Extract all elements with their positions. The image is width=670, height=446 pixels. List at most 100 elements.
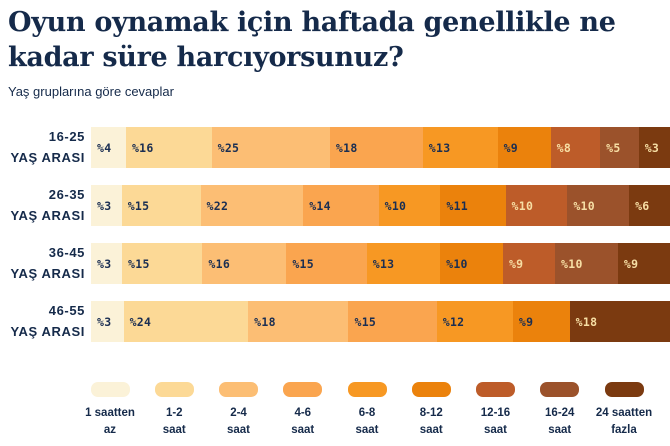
legend-label-line: saat — [291, 424, 315, 437]
bar-segment: %3 — [91, 243, 122, 284]
bar-segment-value: %18 — [254, 314, 276, 329]
row-label-line: YAŞ ARASI — [10, 149, 85, 165]
stacked-bar: %4 %16 %25 %18 %13 %9 %8 %5 %3 — [91, 127, 670, 168]
bar-segment: %9 — [617, 243, 670, 284]
bar-rows: 16-25 YAŞ ARASI %4 %16 %25 %18 %13 %9 %8 %5 %3 26-3… — [0, 127, 670, 359]
bar-segment-value: %18 — [335, 140, 358, 155]
bar-segment-value: %24 — [129, 314, 152, 329]
bar-segment: %11 — [440, 185, 506, 226]
chart-header: Oyun oynamak için haftada genellikle ne … — [0, 0, 670, 99]
bar-segment-value: %15 — [128, 256, 150, 271]
bar-segment-value: %10 — [446, 256, 468, 271]
bar-segment-value: %8 — [556, 140, 572, 155]
bar-segment: %6 — [629, 185, 670, 226]
bar-segment: %16 — [125, 127, 212, 168]
bar-segment: %10 — [567, 185, 630, 226]
bar-segment-value: %3 — [644, 140, 660, 155]
bar-segment: %10 — [555, 243, 618, 284]
chart-subtitle: Yaş gruplarına göre cevaplar — [8, 84, 174, 100]
legend-item: 1 saatten az — [78, 382, 142, 440]
legend-label-line: saat — [226, 424, 251, 437]
legend-label: 6-8 saat — [355, 405, 378, 440]
legend-item: 16-24 saat — [528, 382, 592, 440]
row-label: 26-35 YAŞ ARASI — [0, 185, 85, 225]
row-label: 46-55 YAŞ ARASI — [0, 301, 85, 341]
legend-label-line: saat — [483, 424, 507, 437]
legend-swatch — [540, 382, 580, 397]
legend-label: 2-4 saat — [227, 405, 250, 440]
bar-segment: %5 — [600, 127, 639, 168]
stacked-bar: %3 %24 %18 %15 %12 %9 %18 — [91, 301, 670, 342]
legend-label: 24 saatten fazla — [596, 405, 652, 440]
bar-segment: %16 — [202, 243, 287, 284]
bar-segment-value: %10 — [511, 198, 534, 213]
bar-segment: %15 — [286, 243, 367, 284]
stacked-bar: %3 %15 %16 %15 %13 %10 %9 %10 %9 — [91, 243, 670, 284]
bar-segment: %14 — [303, 185, 379, 226]
bar-segment: %3 — [91, 185, 122, 226]
bar-segment-value: %4 — [97, 140, 112, 155]
row-label-line: YAŞ ARASI — [10, 323, 85, 339]
legend-label: 16-24 saat — [545, 405, 574, 440]
bar-segment: %22 — [200, 185, 304, 226]
bar-segment: %3 — [638, 127, 670, 168]
bar-segment: %15 — [348, 301, 437, 342]
legend-label-line: fazla — [611, 424, 637, 437]
bar-segment: %10 — [440, 243, 503, 284]
bar-segment: %18 — [329, 127, 423, 168]
bar-segment-value: %16 — [131, 140, 154, 155]
legend-label-line: 4-6 — [294, 407, 312, 419]
legend-label-line: 24 saatten — [595, 407, 653, 419]
bar-segment-value: %11 — [446, 198, 469, 213]
legend-swatch — [476, 382, 515, 397]
legend-label: 4-6 saat — [291, 405, 314, 440]
bar-segment: %8 — [550, 127, 601, 168]
legend-swatch — [219, 382, 258, 397]
bar-segment-value: %9 — [508, 256, 524, 271]
legend-label: 1-2 saat — [163, 405, 186, 440]
legend-swatch — [604, 382, 644, 397]
row-label-line: 26-35 — [48, 187, 85, 203]
legend-item: 24 saatten fazla — [592, 382, 656, 440]
bar-segment: %15 — [121, 185, 201, 226]
chart-row: 16-25 YAŞ ARASI %4 %16 %25 %18 %13 %9 %8 %5 %3 — [0, 127, 670, 168]
bar-segment-value: %15 — [127, 198, 150, 213]
chart-row: 36-45 YAŞ ARASI %3 %15 %16 %15 %13 %10 %9 %10 %9 — [0, 243, 670, 284]
legend-swatch — [411, 382, 451, 397]
legend-label-line: saat — [548, 424, 572, 437]
bar-segment-value: %3 — [97, 314, 112, 329]
bar-segment-value: %14 — [309, 198, 331, 213]
bar-segment-value: %9 — [623, 256, 639, 271]
legend-label-line: 1 saatten — [85, 407, 135, 419]
row-label: 16-25 YAŞ ARASI — [0, 127, 85, 167]
legend-label-line: 6-8 — [358, 407, 376, 419]
legend-item: 4-6 saat — [271, 382, 335, 440]
bar-segment-value: %3 — [97, 198, 112, 213]
row-label-line: YAŞ ARASI — [10, 207, 85, 223]
row-label: 36-45 YAŞ ARASI — [0, 243, 85, 283]
bar-segment-value: %13 — [372, 256, 395, 271]
bar-segment: %10 — [505, 185, 568, 226]
bar-segment-value: %13 — [428, 140, 451, 155]
legend-label-line: 12-16 — [480, 407, 511, 419]
legend-swatch — [90, 382, 130, 397]
bar-segment-value: %3 — [97, 256, 112, 271]
bar-segment: %15 — [122, 243, 203, 284]
legend-label: 8-12 saat — [420, 405, 443, 440]
bar-segment-value: %10 — [561, 256, 583, 271]
bar-segment-value: %12 — [442, 314, 465, 329]
legend-item: 8-12 saat — [399, 382, 463, 440]
bar-segment: %10 — [378, 185, 441, 226]
row-label-line: 16-25 — [48, 129, 85, 145]
bar-segment-value: %16 — [208, 256, 231, 271]
legend-swatch — [154, 382, 194, 397]
bar-segment-value: %18 — [575, 314, 598, 329]
bar-segment-value: %10 — [384, 198, 407, 213]
bar-segment: %25 — [211, 127, 330, 168]
legend-label: 1 saatten az — [85, 405, 135, 440]
legend-item: 6-8 saat — [335, 382, 399, 440]
bar-segment-value: %22 — [206, 198, 229, 213]
chart-row: 46-55 YAŞ ARASI %3 %24 %18 %15 %12 %9 %18 — [0, 301, 670, 342]
legend-swatch — [347, 382, 387, 397]
